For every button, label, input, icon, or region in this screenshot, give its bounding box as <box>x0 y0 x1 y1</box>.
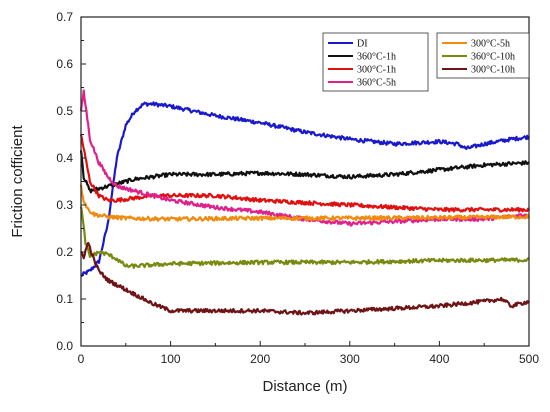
y-tick-label: 0.3 <box>56 198 73 212</box>
x-tick-label: 300 <box>340 352 360 366</box>
legend: DI 360°C-1h 300°C-1h 360°C-5h 300°C-5h 360°C-… <box>322 32 530 92</box>
y-tick-label: 0.1 <box>56 292 73 306</box>
legend-label: 300°C-5h <box>471 39 510 50</box>
series-line-0 <box>80 101 531 277</box>
x-tick-label: 200 <box>250 352 270 366</box>
x-axis-title: Distance (m) <box>262 378 347 395</box>
series-line-4 <box>79 184 530 222</box>
x-tick-label: 500 <box>519 352 539 366</box>
y-tick-label: 0.2 <box>56 245 73 259</box>
series-line-6 <box>80 241 530 316</box>
series-layer <box>79 89 531 316</box>
legend-label: 360°C-1h <box>357 52 396 63</box>
y-tick-label: 0.6 <box>56 57 73 71</box>
legend-label: DI <box>357 39 368 50</box>
y-tick-label: 0.7 <box>56 10 73 24</box>
y-tick-label: 0.0 <box>56 339 73 353</box>
y-tick-label: 0.5 <box>56 104 73 118</box>
ticks-layer: 0 100 200 300 400 500 0.0 0.1 0.2 0.3 0.4 0.5 0.6 0.7 <box>56 10 539 366</box>
x-tick-label: 100 <box>161 352 181 366</box>
series-line-1 <box>79 150 530 194</box>
y-axis-title: Friction cofficient <box>9 125 26 238</box>
y-tick-label: 0.4 <box>56 151 73 165</box>
x-tick-label: 400 <box>429 352 449 366</box>
legend-label: 300°C-1h <box>357 65 396 76</box>
series-line-5 <box>79 206 530 269</box>
legend-label: 300°C-10h <box>471 65 515 76</box>
series-line-3 <box>79 89 530 227</box>
legend-label: 360°C-10h <box>471 52 515 63</box>
legend-label: 360°C-5h <box>357 78 396 89</box>
x-tick-label: 0 <box>78 352 85 366</box>
